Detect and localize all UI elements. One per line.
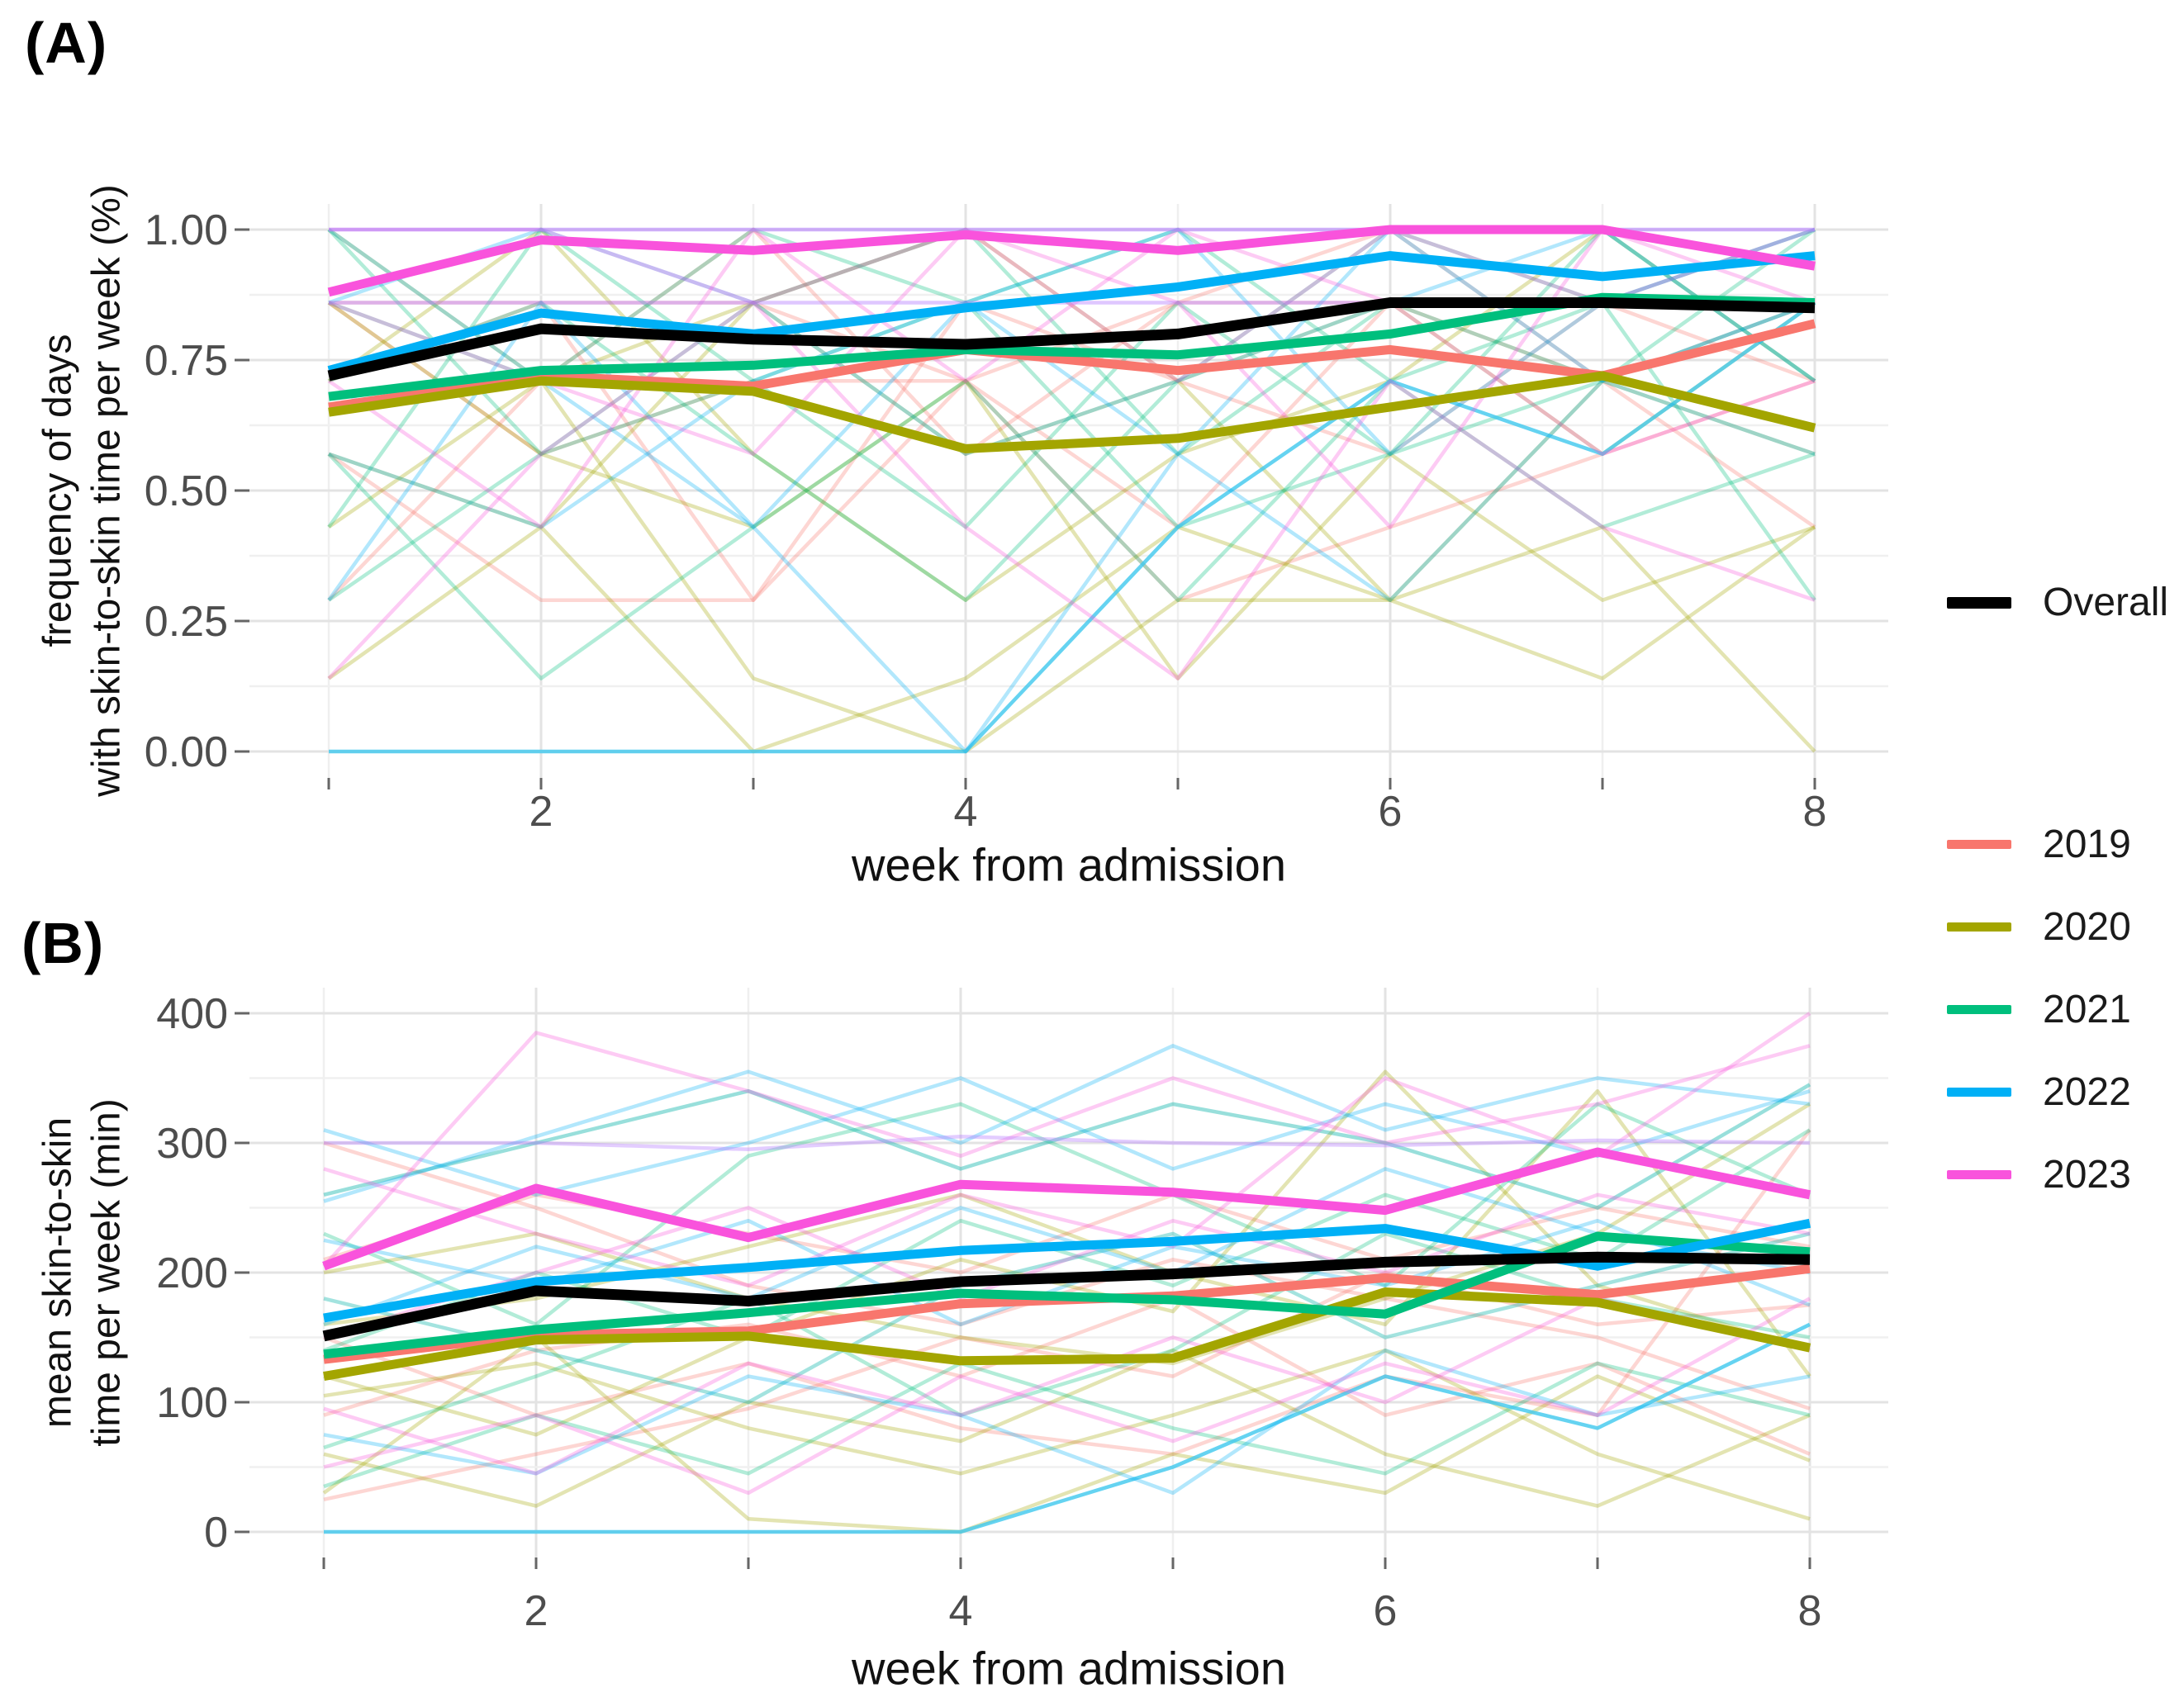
individual-line-2020 (327, 379, 1816, 754)
mean-line-overall (327, 297, 1816, 382)
individual-line-2019 (327, 301, 1816, 602)
individual-line-2019 (323, 1270, 1811, 1502)
y-tick-label: 200 (156, 1249, 228, 1297)
mean-line-overall (322, 1251, 1811, 1342)
panel-b-tag: (B) (21, 911, 105, 975)
x-tick-label: 4 (954, 788, 978, 836)
mean-line-2020 (328, 371, 1816, 453)
x-tick-label: 6 (1374, 1587, 1398, 1635)
legend-item-2022: 2022 (1947, 1069, 2131, 1115)
individual-line-2020 (327, 524, 1816, 754)
individual-line-2022 (327, 301, 1816, 754)
individual-line-2022 (323, 1076, 1811, 1197)
y-title-line: mean skin-to-skin (36, 1116, 80, 1429)
individual-line-2023 (323, 1297, 1811, 1476)
legend-swatch-2021 (1947, 1005, 2011, 1014)
x-tick-label: 6 (1379, 788, 1403, 836)
individual-line-2022 (323, 1167, 1811, 1326)
panel-a-tag: (A) (25, 11, 108, 75)
individual-line-2022 (323, 1348, 1811, 1496)
mean-line-2019 (328, 319, 1816, 412)
legend-label-overall: Overall (2043, 581, 2169, 624)
individual-line-2020 (323, 1348, 1811, 1508)
y-tick-label: 0.75 (145, 337, 228, 385)
legend-item-2021: 2021 (1947, 987, 2131, 1032)
legend-item-overall: Overall (1947, 580, 2168, 625)
legend-label-2021: 2021 (2043, 988, 2131, 1031)
individual-line-2020 (327, 227, 1816, 602)
individual-line-other (324, 1134, 1811, 1152)
legend-swatch-2019 (1947, 840, 2011, 849)
individual-line-2023 (323, 1297, 1811, 1496)
y-tick-label: 300 (156, 1120, 228, 1168)
x-tick-label: 4 (949, 1587, 973, 1635)
x-tick-label: 2 (529, 788, 553, 836)
individual-line-2022 (327, 227, 1816, 529)
legend-label-2020: 2020 (2043, 905, 2131, 949)
individual-line-2021 (327, 227, 1816, 529)
individual-line-2022 (329, 301, 1816, 754)
y-title-line: with skin-to-skin time per week (%) (84, 184, 128, 797)
y-title-line: frequency of days (36, 334, 80, 647)
panel-b-y-axis-title: mean skin-to-skin time per week (min) (34, 1098, 131, 1446)
individual-line-2019 (327, 227, 1816, 602)
individual-line-2020 (322, 1335, 1811, 1534)
x-tick-label: 8 (1803, 788, 1827, 836)
mean-line-2023 (327, 225, 1816, 297)
individual-line-2021 (328, 227, 1816, 383)
individual-line-2023 (322, 1031, 1811, 1268)
individual-line-2023 (328, 227, 1816, 529)
individual-line-2023 (327, 227, 1816, 529)
mean-line-2023 (322, 1147, 1811, 1271)
legend-label-2022: 2022 (2043, 1070, 2131, 1114)
legend-label-2023: 2023 (2043, 1153, 2131, 1197)
y-tick-label: 0.25 (145, 598, 228, 646)
y-tick-label: 0 (204, 1509, 228, 1557)
individual-line-2021 (327, 301, 1816, 602)
legend-item-2020: 2020 (1947, 904, 2131, 950)
individual-line-2021 (327, 379, 1816, 680)
legend-swatch-2022 (1947, 1088, 2011, 1097)
y-tick-label: 0.50 (145, 467, 228, 515)
individual-line-2023 (323, 1192, 1811, 1339)
individual-line-2022 (328, 227, 1816, 529)
individual-line-2020 (328, 301, 1816, 753)
panel-a-x-axis-title: week from admission (852, 838, 1286, 891)
y-tick-label: 400 (156, 990, 228, 1038)
individual-line-2023 (323, 1012, 1811, 1287)
legend-swatch-2020 (1947, 922, 2011, 932)
mean-line-2021 (323, 1231, 1811, 1359)
individual-line-2019 (323, 1128, 1811, 1457)
individual-line-2023 (327, 301, 1816, 680)
individual-line-2021 (323, 1361, 1811, 1489)
panel-b-x-axis-title: week from admission (852, 1642, 1286, 1695)
legend-item-2023: 2023 (1947, 1152, 2131, 1197)
individual-line-2021 (323, 1083, 1811, 1210)
individual-line-2022 (324, 1322, 1811, 1534)
y-tick-label: 1.00 (145, 206, 228, 254)
legend-item-2019: 2019 (1947, 822, 2131, 867)
mean-line-2022 (327, 251, 1816, 375)
individual-line-2020 (323, 1348, 1811, 1521)
x-tick-label: 8 (1798, 1587, 1822, 1635)
legend-label-2019: 2019 (2043, 823, 2131, 866)
individual-line-2020 (327, 301, 1816, 680)
mean-line-2020 (323, 1287, 1811, 1382)
legend-swatch-overall (1947, 596, 2011, 609)
x-tick-label: 2 (525, 1587, 548, 1635)
individual-line-2019 (323, 1192, 1811, 1275)
y-tick-label: 0.00 (145, 728, 228, 776)
y-title-line: time per week (min) (84, 1098, 128, 1447)
individual-line-2019 (323, 1297, 1811, 1456)
individual-line-2022 (323, 1044, 1811, 1203)
legend-swatch-2023 (1947, 1170, 2011, 1179)
panel-a-y-axis-title: frequency of days with skin-to-skin time… (34, 184, 131, 797)
y-tick-label: 100 (156, 1379, 228, 1427)
